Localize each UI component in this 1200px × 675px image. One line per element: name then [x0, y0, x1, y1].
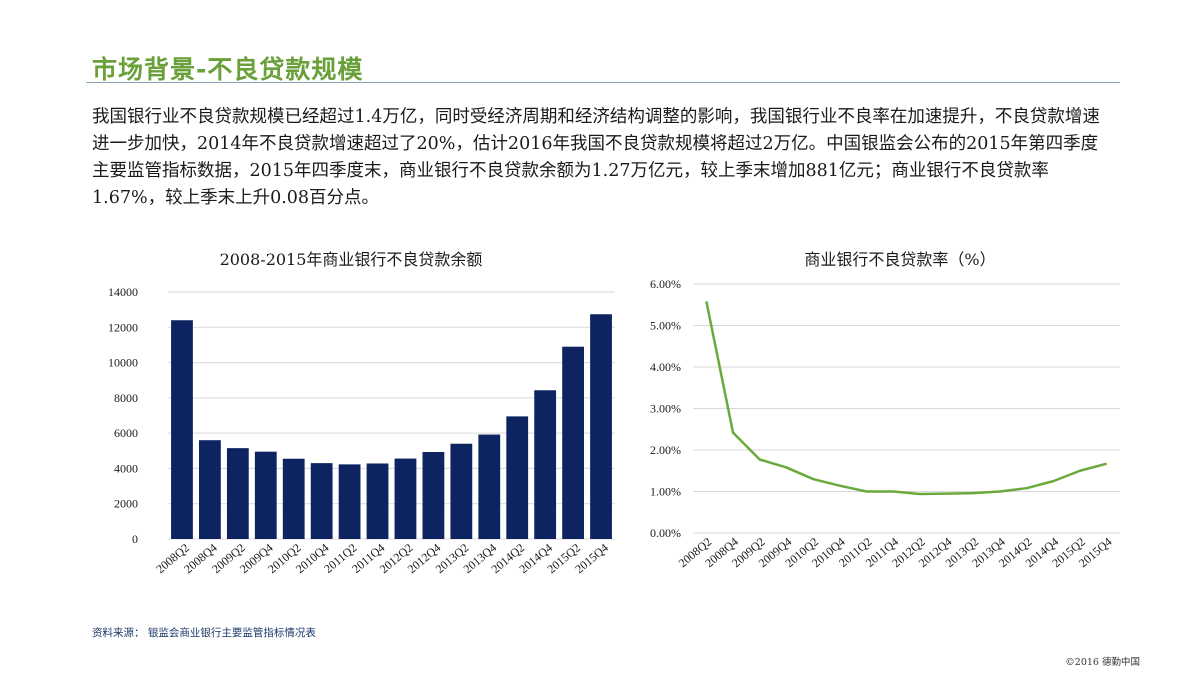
slide-title: 市场背景-不良贷款规模 [92, 55, 364, 84]
npl-ratio-series-line [705, 301, 1107, 496]
line-y-tick-label: 1.00% [650, 485, 681, 499]
line-y-tick-label: 6.00% [650, 277, 681, 291]
bar-2013Q2 [450, 443, 473, 539]
bar-2015Q4 [590, 314, 612, 539]
bar-2012Q2 [394, 458, 417, 539]
line-y-tick-label: 3.00% [650, 402, 681, 416]
bar-y-tick-label: 10000 [108, 356, 138, 370]
line-chart-title: 商业银行不良贷款率（%） [804, 250, 996, 269]
bar-2014Q4 [534, 390, 557, 539]
bar-2010Q2 [282, 458, 305, 539]
bar-2014Q2 [506, 416, 529, 539]
bar-2008Q4 [199, 440, 221, 539]
bar-y-tick-label: 0 [132, 532, 138, 546]
bar-2009Q4 [254, 451, 277, 539]
line-y-tick-label: 0.00% [650, 526, 681, 540]
source-note: 资料来源： 银监会商业银行主要监管指标情况表 [92, 627, 316, 639]
bar-2011Q2 [338, 464, 361, 539]
bar-y-tick-label: 2000 [114, 497, 138, 511]
bar-2008Q2 [171, 320, 193, 539]
line-y-tick-label: 2.00% [650, 443, 681, 457]
bar-y-tick-label: 6000 [114, 426, 138, 440]
bar-2015Q2 [562, 346, 584, 539]
bar-chart-title: 2008-2015年商业银行不良贷款余额 [219, 250, 483, 269]
line-y-tick-label: 5.00% [650, 319, 681, 333]
bar-y-tick-label: 12000 [108, 320, 138, 334]
bar-2010Q4 [310, 463, 333, 539]
bar-y-tick-label: 14000 [108, 285, 138, 299]
bar-2013Q4 [478, 434, 501, 539]
bar-2009Q2 [226, 448, 249, 539]
copyright-text: ©2016 德勤中国 [1065, 657, 1140, 668]
title-divider [86, 82, 1120, 83]
bar-2011Q4 [366, 463, 389, 539]
body-paragraph: 我国银行业不良贷款规模已经超过1.4万亿，同时受经济周期和经济结构调整的影响，我… [92, 107, 1100, 208]
bar-y-tick-label: 4000 [114, 461, 138, 475]
line-y-tick-label: 4.00% [650, 360, 681, 374]
bar-y-tick-label: 8000 [114, 391, 138, 405]
bar-2012Q4 [422, 452, 445, 539]
